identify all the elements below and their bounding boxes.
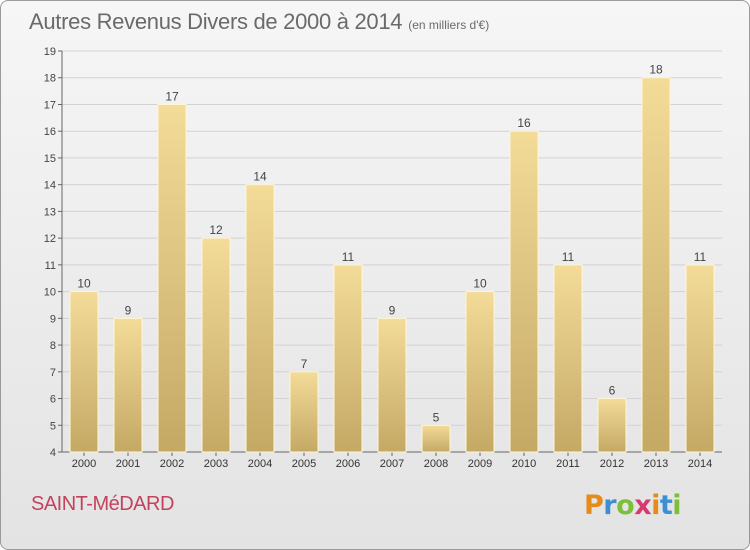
y-tick-label: 5 xyxy=(50,420,56,432)
y-tick-label: 4 xyxy=(50,447,56,459)
y-tick-label: 17 xyxy=(44,99,56,111)
bar xyxy=(509,130,539,453)
x-tick-label: 2006 xyxy=(336,458,360,470)
data-label: 11 xyxy=(342,250,355,264)
y-tick-label: 12 xyxy=(44,233,56,245)
proxiti-logo: Proxiti xyxy=(584,490,682,521)
bar xyxy=(245,184,275,453)
axes: 4 5 6 7 8 9 10 11 12 13 14 15 16 17 18 19 2000 2001 2002 20… xyxy=(44,46,722,470)
data-label: 6 xyxy=(609,384,616,398)
y-tick-label: 14 xyxy=(44,180,56,192)
data-label: 11 xyxy=(694,250,707,264)
logo-letter: o xyxy=(616,490,635,521)
bar xyxy=(333,264,363,453)
chart-title: Autres Revenus Divers de 2000 à 2014 (en … xyxy=(29,9,489,35)
y-tick-label: 19 xyxy=(44,46,56,58)
y-tick-label: 15 xyxy=(44,153,56,165)
data-label: 9 xyxy=(125,303,132,317)
x-tick-label: 2014 xyxy=(688,458,712,470)
bar xyxy=(685,264,715,453)
x-tick-label: 2007 xyxy=(380,458,404,470)
x-tick-label: 2001 xyxy=(116,458,140,470)
y-tick-label: 10 xyxy=(44,287,56,299)
x-tick-label: 2009 xyxy=(468,458,492,470)
bar xyxy=(377,317,407,453)
y-tick-label: 11 xyxy=(45,260,56,272)
x-tick-label: 2000 xyxy=(72,458,96,470)
chart-title-text: Autres Revenus Divers de 2000 à 2014 xyxy=(29,9,403,34)
y-tick-label: 16 xyxy=(44,126,56,138)
logo-letter: x xyxy=(634,490,652,521)
x-tick-label: 2004 xyxy=(248,458,272,470)
data-label: 12 xyxy=(209,223,223,237)
data-label: 5 xyxy=(433,410,440,424)
x-tick-label: 2003 xyxy=(204,458,228,470)
y-tick-label: 7 xyxy=(50,367,56,379)
bar xyxy=(69,291,99,453)
bar xyxy=(289,371,319,453)
x-tick-label: 2005 xyxy=(292,458,316,470)
y-tick-label: 13 xyxy=(44,206,56,218)
logo-letter: i xyxy=(672,490,682,521)
y-tick-label: 9 xyxy=(50,313,56,325)
data-labels: 10 9 17 12 14 7 11 9 5 10 16 11 6 18 11 xyxy=(77,63,706,425)
x-tick-label: 2013 xyxy=(644,458,668,470)
bar xyxy=(113,317,143,453)
y-tick-label: 18 xyxy=(44,73,56,85)
logo-letter: P xyxy=(584,490,604,521)
x-tick-label: 2011 xyxy=(556,458,580,470)
commune-name: SAINT-MéDARD xyxy=(31,493,174,515)
x-tick-label: 2008 xyxy=(424,458,448,470)
data-label: 10 xyxy=(77,277,91,291)
y-tick-label: 6 xyxy=(50,394,56,406)
bar xyxy=(157,103,187,453)
bar xyxy=(421,424,451,453)
bar xyxy=(201,237,231,453)
x-tick-label: 2012 xyxy=(600,458,624,470)
logo-letter: r xyxy=(603,490,617,521)
data-label: 7 xyxy=(301,357,308,371)
bar xyxy=(465,291,495,453)
data-label: 9 xyxy=(389,303,396,317)
data-label: 16 xyxy=(517,116,531,130)
bars xyxy=(69,77,715,453)
data-label: 17 xyxy=(165,89,179,103)
logo-letter: i xyxy=(651,490,660,521)
bar xyxy=(597,398,627,453)
data-label: 11 xyxy=(562,250,575,264)
y-tick-label: 8 xyxy=(50,340,56,352)
logo-letter: t xyxy=(659,490,673,521)
data-label: 18 xyxy=(649,63,663,77)
data-label: 14 xyxy=(253,170,267,184)
bar xyxy=(641,77,671,453)
x-tick-label: 2002 xyxy=(160,458,184,470)
x-tick-label: 2010 xyxy=(512,458,536,470)
chart-subtitle: (en milliers d'€) xyxy=(408,18,490,32)
bar xyxy=(553,264,583,453)
data-label: 10 xyxy=(473,277,487,291)
